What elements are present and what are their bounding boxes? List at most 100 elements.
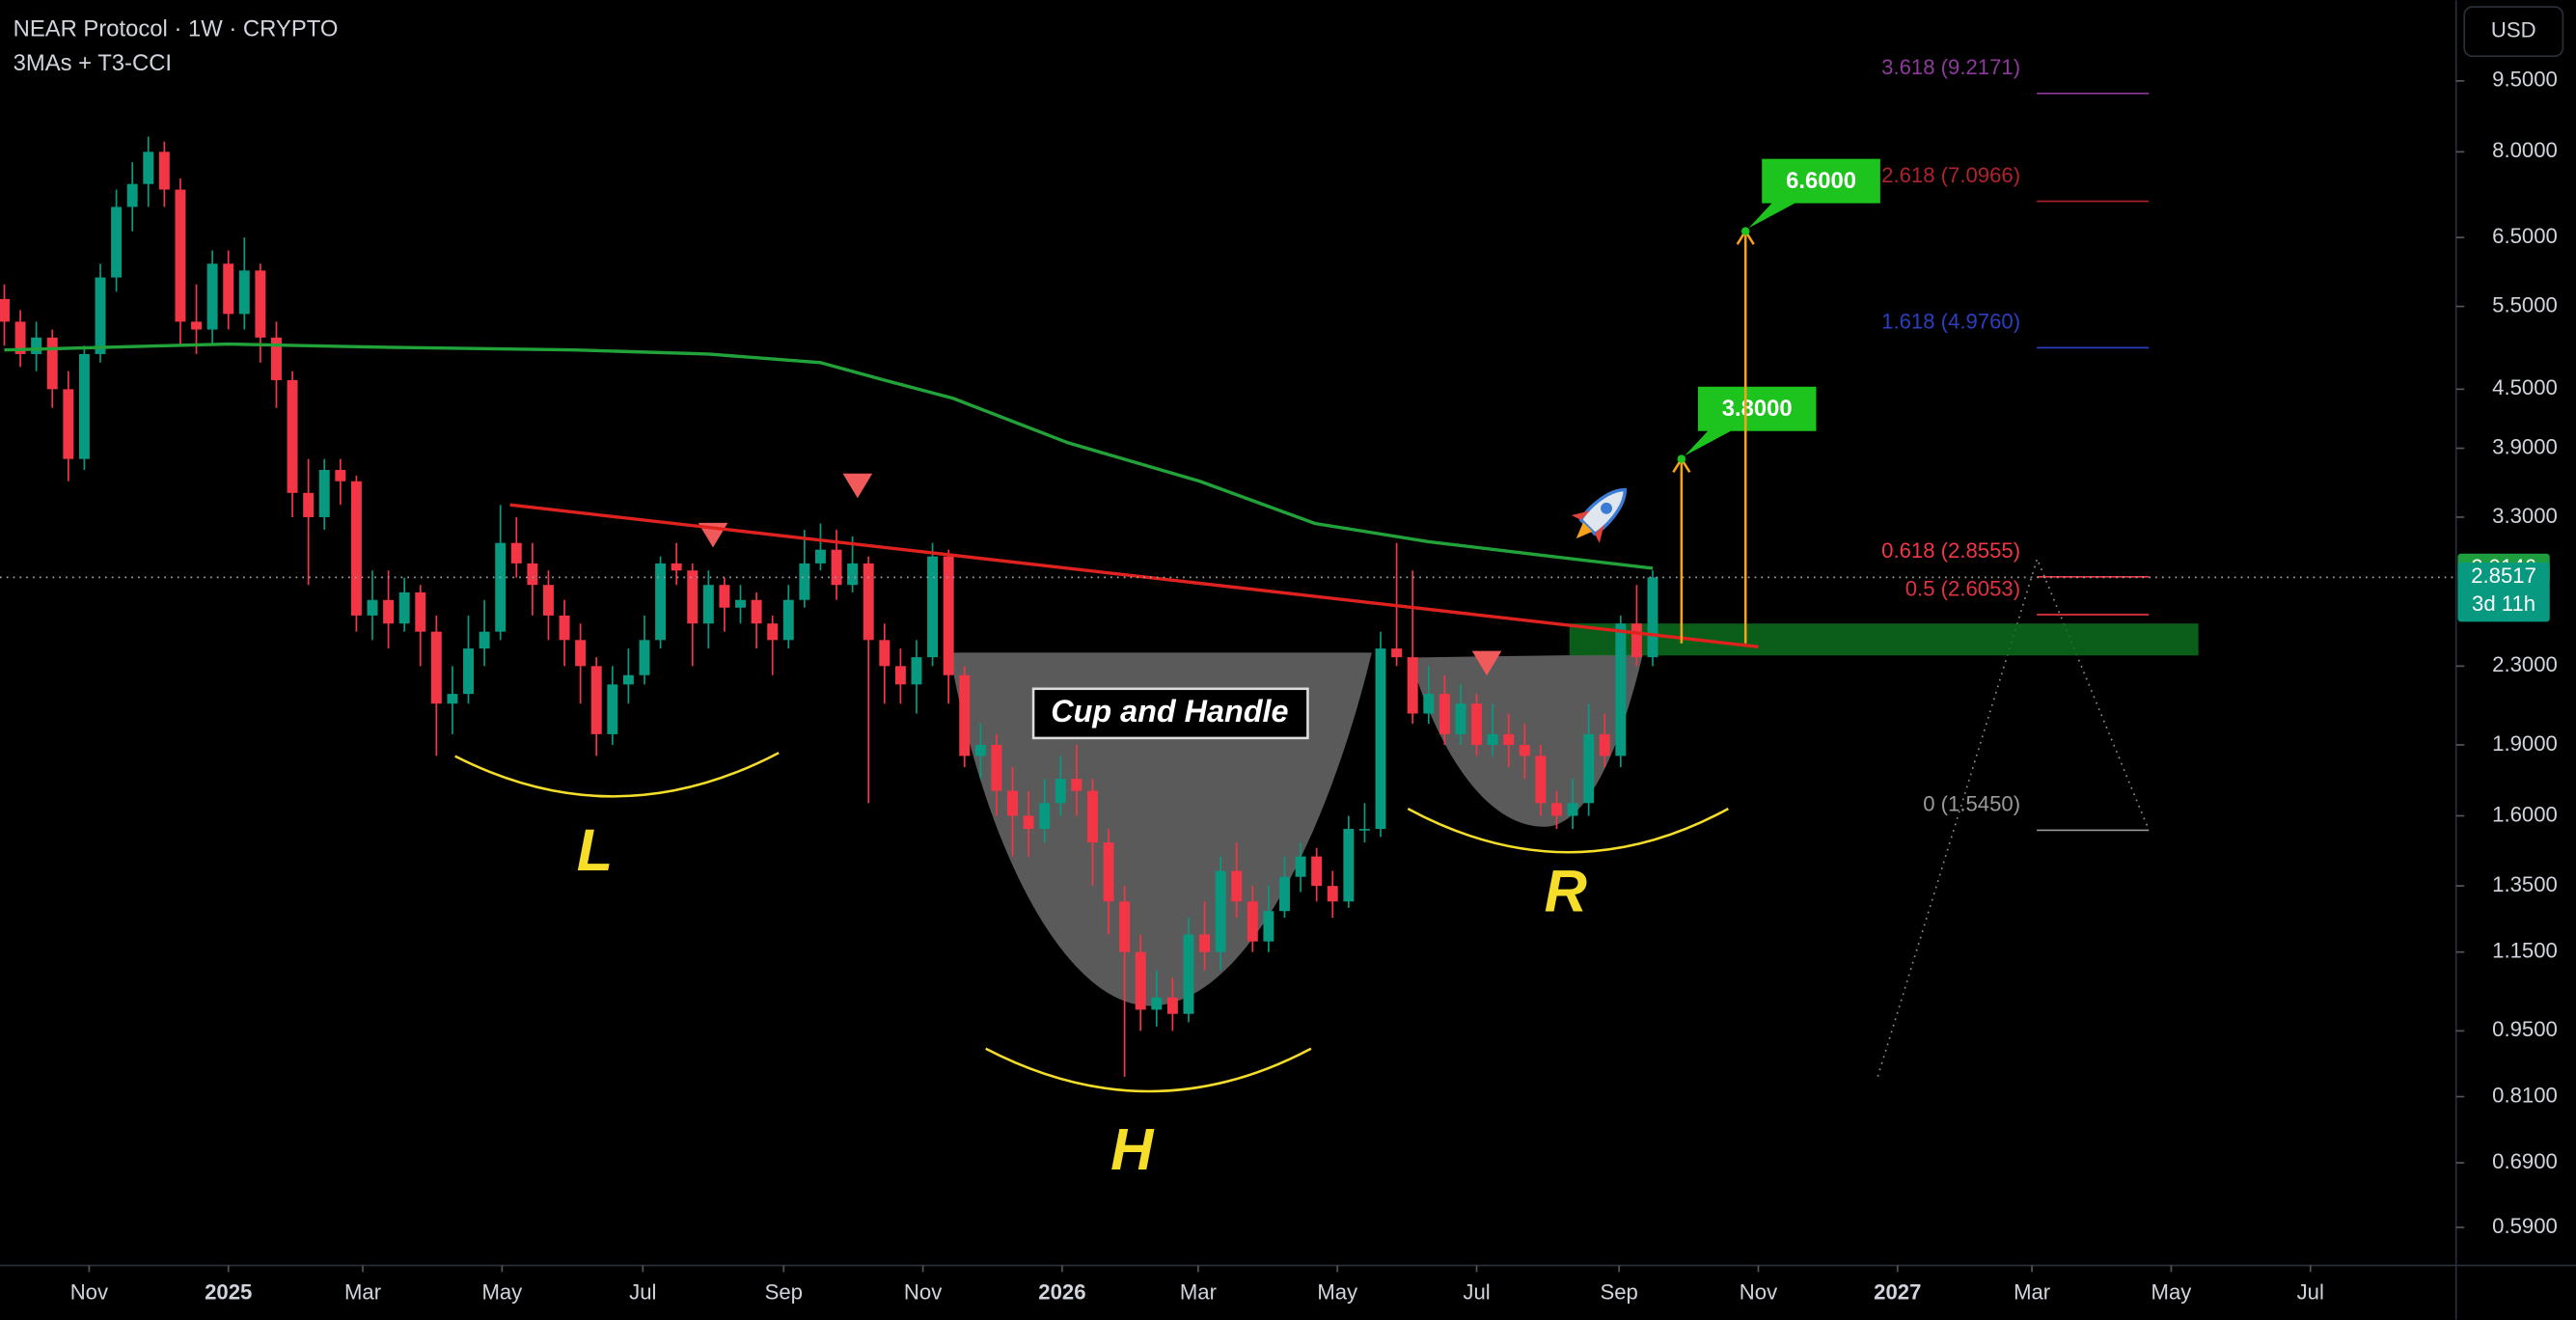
- candle-body: [111, 206, 123, 278]
- candle-body: [655, 563, 667, 641]
- candle-body: [847, 563, 859, 586]
- candle-body: [911, 657, 922, 685]
- candle-body: [1023, 815, 1034, 830]
- trendline: [509, 503, 1759, 649]
- candle-body: [238, 270, 250, 315]
- x-tick-label: Mar: [2014, 1279, 2050, 1304]
- current-price-box: [2457, 563, 2550, 622]
- y-tick-label: 0.9500: [2492, 1017, 2558, 1041]
- y-tick-label: 9.5000: [2492, 68, 2558, 92]
- candle-body: [1166, 997, 1178, 1014]
- fib-label: 0.5 (2.6053): [1905, 576, 2020, 600]
- candle-body: [559, 615, 570, 641]
- candle-body: [398, 591, 410, 624]
- candle-body: [31, 337, 42, 354]
- rocket-icon: [1571, 487, 1628, 543]
- candle-body: [991, 745, 1002, 791]
- candle-body: [1550, 803, 1562, 816]
- head-arc: [985, 1047, 1312, 1093]
- current-price-label: 2.8517: [2471, 564, 2536, 588]
- candle-body: [590, 666, 602, 734]
- candle-body: [447, 694, 458, 704]
- y-tick-label: 0.6900: [2492, 1149, 2558, 1173]
- x-tick-label: Nov: [1740, 1279, 1777, 1304]
- candle-body: [735, 599, 746, 608]
- x-tick-label: Jul: [2297, 1279, 2324, 1304]
- y-tick-label: 0.5900: [2492, 1214, 2558, 1238]
- candle-body: [799, 563, 810, 600]
- candle-body: [1358, 829, 1370, 831]
- candle-body: [1183, 934, 1194, 1014]
- candle-body: [510, 542, 522, 564]
- candle-body: [1631, 623, 1642, 658]
- candle-body: [0, 298, 10, 322]
- candle-body: [63, 389, 74, 459]
- drawings-over: Cup and Handle L H R 3.618 (9.2171) 2.618…: [0, 55, 2456, 1182]
- target-callout: [1748, 158, 1880, 229]
- candle-body: [270, 337, 282, 380]
- x-tick-label: May: [481, 1279, 523, 1304]
- y-tick-label: 6.5000: [2492, 224, 2558, 248]
- y-tick-label: 2.3000: [2492, 652, 2558, 676]
- candle-body: [1439, 694, 1450, 734]
- y-tick-label: 3.3000: [2492, 504, 2558, 528]
- x-tick-label: Mar: [1180, 1279, 1217, 1304]
- target-label: 3.8000: [1722, 396, 1793, 422]
- candle-body: [223, 263, 234, 315]
- x-tick-label: 2027: [1874, 1279, 1921, 1304]
- y-tick-label: 0.8100: [2492, 1083, 2558, 1107]
- x-tick-label: Jul: [629, 1279, 656, 1304]
- candle-body: [687, 570, 699, 624]
- x-tick-label: Nov: [70, 1279, 108, 1304]
- candle-body: [879, 640, 891, 667]
- marker-triangle: [1471, 650, 1502, 676]
- candle-body: [383, 599, 395, 624]
- candle-body: [95, 277, 106, 354]
- y-tick-label: 8.0000: [2492, 138, 2558, 162]
- candle-body: [1295, 856, 1306, 877]
- candle-body: [1086, 790, 1098, 843]
- candle-body: [1583, 733, 1595, 804]
- candle-body: [430, 631, 442, 704]
- candle-body: [255, 270, 266, 338]
- candle-body: [46, 337, 58, 390]
- candle-body: [1103, 842, 1114, 902]
- fib-label: 3.618 (9.2171): [1881, 55, 2020, 79]
- candle-body: [767, 623, 779, 641]
- y-tick-label: 1.3500: [2492, 872, 2558, 896]
- candle-body: [1375, 648, 1386, 830]
- candle-body: [894, 666, 906, 685]
- currency-label[interactable]: USD: [2491, 18, 2536, 42]
- candle-body: [943, 556, 954, 675]
- candle-body: [463, 648, 474, 695]
- left-shoulder-arc: [454, 752, 780, 798]
- candle-body: [1007, 790, 1018, 816]
- candle-body: [350, 481, 362, 616]
- candle-body: [1391, 648, 1403, 658]
- moving-average: [4, 342, 1654, 570]
- candle-body: [335, 470, 346, 481]
- x-tick-label: May: [2151, 1279, 2193, 1304]
- candle-body: [175, 189, 186, 322]
- cup-label-box: [1031, 687, 1309, 740]
- candle-body: [719, 585, 730, 608]
- candle-body: [495, 542, 507, 632]
- candle-body: [1055, 779, 1066, 804]
- y-tick-label: 3.9000: [2492, 434, 2558, 458]
- candle-body: [206, 263, 218, 330]
- currency-button[interactable]: [2463, 6, 2564, 58]
- cup-label: Cup and Handle: [1051, 694, 1288, 729]
- candle-body: [143, 151, 154, 184]
- candle-body: [542, 585, 554, 616]
- candle-body: [1279, 876, 1290, 912]
- candle-body: [607, 684, 618, 734]
- candle-body: [1039, 803, 1051, 830]
- target-point: [1740, 227, 1750, 235]
- candle-body: [1247, 901, 1258, 942]
- marker-triangle: [842, 473, 873, 499]
- x-tick-label: May: [1317, 1279, 1358, 1304]
- target-label: 6.6000: [1786, 168, 1856, 194]
- candle-body: [782, 599, 794, 641]
- y-tick-label: 1.9000: [2492, 731, 2558, 756]
- candle-body: [318, 470, 330, 517]
